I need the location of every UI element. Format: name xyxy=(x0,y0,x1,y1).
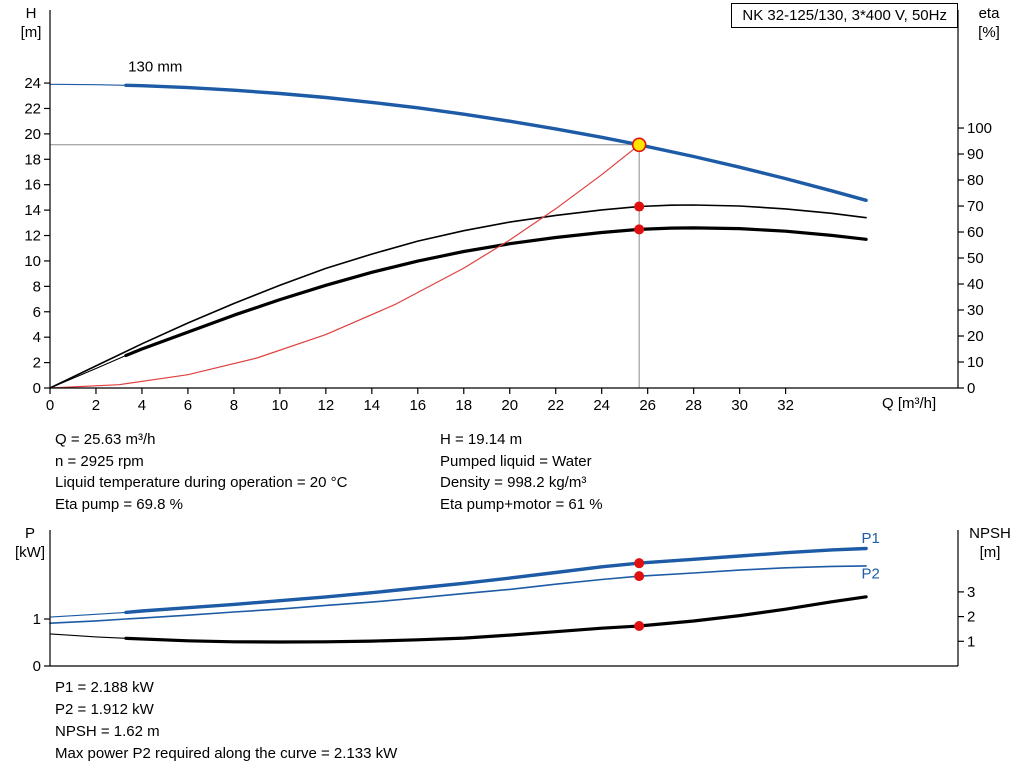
operating-point-dot xyxy=(634,558,645,569)
head-axis-symbol: H xyxy=(25,5,37,22)
x-tick-label: 8 xyxy=(230,397,238,414)
info-pumped-liquid: Pumped liquid = Water xyxy=(440,452,592,470)
info-density: Density = 998.2 kg/m³ xyxy=(440,474,587,491)
y-left-tick-label: 14 xyxy=(24,202,41,219)
eta-pump-motor-curve xyxy=(124,226,868,358)
y-left-tick-label: 20 xyxy=(24,126,41,143)
x-tick-label: 26 xyxy=(639,397,656,414)
y-left-tick-label: 1 xyxy=(33,611,41,628)
operating-point-dot xyxy=(634,201,645,212)
x-tick-label: 2 xyxy=(92,397,100,414)
x-tick-label: 16 xyxy=(409,397,426,414)
y-left-tick-label: 4 xyxy=(33,329,41,346)
y-left-tick-label: 16 xyxy=(24,177,41,194)
pump-title-box: NK 32-125/130, 3*400 V, 50Hz xyxy=(731,3,958,28)
y-right-tick-label: 20 xyxy=(967,328,984,345)
result-p1: P1 = 2.188 kW xyxy=(55,679,154,696)
y-left-tick-label: 18 xyxy=(24,151,41,168)
info-eta-pump-motor: Eta pump+motor = 61 % xyxy=(440,495,603,513)
p1-curve xyxy=(124,546,868,615)
npsh-curve-lead xyxy=(49,633,127,639)
x-tick-label: 28 xyxy=(685,397,702,414)
system-curve xyxy=(49,144,640,389)
chart-qh: 0246810121416182022240102030405060708090… xyxy=(24,10,992,414)
y-right-tick-label: 30 xyxy=(967,302,984,319)
results-block: P1 = 2.188 kW P2 = 1.912 kW NPSH = 1.62 … xyxy=(55,677,397,765)
y-left-tick-label: 6 xyxy=(33,304,41,321)
npsh-axis-symbol: NPSH xyxy=(969,525,1011,542)
p1-curve-label: P1 xyxy=(861,530,879,547)
p2-curve xyxy=(49,565,867,625)
y-left-tick-label: 22 xyxy=(24,100,41,117)
eta-pump-motor-curve-lead xyxy=(49,354,127,389)
head-axis-unit: [m] xyxy=(20,24,42,41)
y-right-tick-label: 80 xyxy=(967,172,984,189)
y-right-tick-label: 90 xyxy=(967,146,984,163)
info-liquid-temperature: Liquid temperature during operation = 20… xyxy=(55,474,348,491)
p2-curve-label: P2 xyxy=(861,566,879,583)
y-right-tick-label: 3 xyxy=(967,584,975,601)
y-right-tick-label: 60 xyxy=(967,224,984,241)
x-tick-label: 30 xyxy=(731,397,748,414)
power-axis-unit: [kW] xyxy=(15,544,45,561)
y-right-tick-label: 40 xyxy=(967,276,984,293)
operating-point-dot xyxy=(634,571,645,582)
duty-info-left-column: Q = 25.63 m³/h n = 2925 rpm Liquid tempe… xyxy=(55,429,347,515)
y-right-tick-label: 100 xyxy=(967,120,992,137)
npsh-curve xyxy=(124,595,868,644)
info-speed: n = 2925 rpm xyxy=(55,452,144,470)
result-p2: P2 = 1.912 kW xyxy=(55,701,154,718)
p1-curve-lead xyxy=(49,611,127,618)
y-left-tick-label: 8 xyxy=(33,278,41,295)
y-left-tick-label: 12 xyxy=(24,228,41,245)
duty-info-right-column: H = 19.14 m Pumped liquid = Water Densit… xyxy=(440,429,603,515)
info-flow: Q = 25.63 m³/h xyxy=(55,431,156,448)
eta-axis-unit: [%] xyxy=(978,24,1000,41)
x-tick-label: 18 xyxy=(455,397,472,414)
y-right-tick-label: 1 xyxy=(967,633,975,650)
x-tick-label: 0 xyxy=(46,397,54,414)
operating-point-dot xyxy=(634,620,645,631)
y-left-tick-label: 0 xyxy=(33,380,41,397)
x-tick-label: 10 xyxy=(272,397,289,414)
info-eta-pump: Eta pump = 69.8 % xyxy=(55,495,183,513)
x-tick-label: 24 xyxy=(593,397,610,414)
power-axis-symbol: P xyxy=(24,525,35,542)
x-tick-label: 14 xyxy=(363,397,380,414)
operating-point-dot xyxy=(634,224,645,235)
y-right-tick-label: 70 xyxy=(967,198,984,215)
x-tick-label: 22 xyxy=(547,397,564,414)
eta-axis-caption: eta [%] xyxy=(962,4,1016,42)
head-curve-130mm-lead xyxy=(49,83,127,86)
y-left-tick-label: 2 xyxy=(33,355,41,372)
head-curve-130mm xyxy=(124,83,868,203)
head-axis-caption: H [m] xyxy=(8,4,54,42)
x-tick-label: 4 xyxy=(138,397,146,414)
result-max-power: Max power P2 required along the curve = … xyxy=(55,745,398,762)
x-tick-label: 12 xyxy=(318,397,335,414)
npsh-axis-unit: [m] xyxy=(979,544,1001,561)
power-axis-caption: P [kW] xyxy=(6,524,54,562)
flow-axis-caption: Q [m³/h] xyxy=(882,395,937,412)
impeller-size-label: 130 mm xyxy=(128,59,182,76)
x-tick-label: 20 xyxy=(501,397,518,414)
y-right-tick-label: 50 xyxy=(967,250,984,267)
chart-power-npsh: 0 1 1 2 3 P1 P2 xyxy=(33,530,976,675)
npsh-axis-caption: NPSH [m] xyxy=(958,524,1022,562)
x-tick-label: 32 xyxy=(777,397,794,414)
x-tick-label: 6 xyxy=(184,397,192,414)
eta-pump-curve xyxy=(49,204,867,389)
result-npsh: NPSH = 1.62 m xyxy=(55,723,160,740)
y-left-tick-label: 0 xyxy=(33,658,41,675)
info-head: H = 19.14 m xyxy=(440,431,523,448)
y-right-tick-label: 10 xyxy=(967,354,984,371)
y-left-tick-label: 24 xyxy=(24,75,41,92)
eta-axis-symbol: eta xyxy=(978,5,1000,22)
y-right-tick-label: 2 xyxy=(967,609,975,626)
y-left-tick-label: 10 xyxy=(24,253,41,270)
duty-point-marker xyxy=(631,137,647,153)
y-right-tick-label: 0 xyxy=(967,380,975,397)
